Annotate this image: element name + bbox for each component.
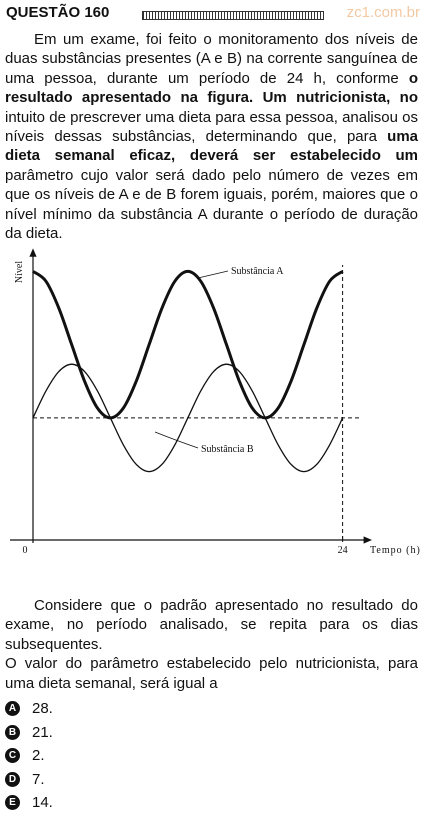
- x-tick-label: 24: [338, 545, 348, 556]
- bold-text: uma dieta semanal eficaz, deverá ser est…: [5, 128, 418, 165]
- option-letter: C: [5, 748, 20, 764]
- option[interactable]: B 21.: [5, 721, 53, 745]
- series-label: Substância A: [231, 266, 284, 277]
- paragraph: O valor do parâmetro estabelecido pelo n…: [5, 655, 418, 692]
- chart: Nível Tempo (h) 0 24 Substância A Substância …: [10, 248, 421, 556]
- series-line: [32, 363, 344, 473]
- option[interactable]: D 7.: [5, 768, 53, 792]
- x-tick-label: 0: [23, 545, 28, 556]
- option-text: 14.: [32, 794, 53, 812]
- option[interactable]: A 28.: [5, 697, 53, 721]
- option-text: 21.: [32, 723, 53, 741]
- option-text: 28.: [32, 700, 53, 718]
- series-label: Substância B: [201, 444, 254, 455]
- paragraph: Considere que o padrão apresentado no re…: [5, 597, 418, 653]
- watermark: zc1.com.br: [346, 4, 420, 21]
- options: A 28. B 21. C 2. D 7. E 14.: [5, 697, 53, 815]
- y-axis-label: Nível: [14, 261, 25, 283]
- header-bar: [142, 11, 324, 20]
- option[interactable]: E 14.: [5, 791, 53, 815]
- series-line: [32, 269, 344, 420]
- question-header: QUESTÃO 160 zc1.com.br: [6, 4, 420, 26]
- follow-up: Considere que o padrão apresentado no re…: [5, 596, 418, 693]
- statement: Em um exame, foi feito o monitoramento d…: [5, 30, 418, 243]
- leader: [154, 431, 199, 449]
- option-letter: E: [5, 795, 20, 811]
- option-letter: A: [5, 701, 20, 717]
- option-text: 7.: [32, 770, 45, 788]
- option-text: 2.: [32, 747, 45, 765]
- option[interactable]: C 2.: [5, 744, 53, 768]
- option-letter: B: [5, 724, 20, 740]
- question-title: QUESTÃO 160: [6, 4, 110, 21]
- option-letter: D: [5, 771, 20, 787]
- bold-text: o resultado apresentado na figura. Um nu…: [5, 69, 418, 107]
- text: parâmetro cujo valor será dado pelo núme…: [5, 166, 418, 243]
- x-axis-label: Tempo (h): [370, 545, 421, 556]
- leader: [197, 270, 229, 279]
- text: Em um exame, foi feito o monitoramento d…: [5, 31, 418, 87]
- text: intuito de prescrever uma dieta para ess…: [5, 108, 418, 146]
